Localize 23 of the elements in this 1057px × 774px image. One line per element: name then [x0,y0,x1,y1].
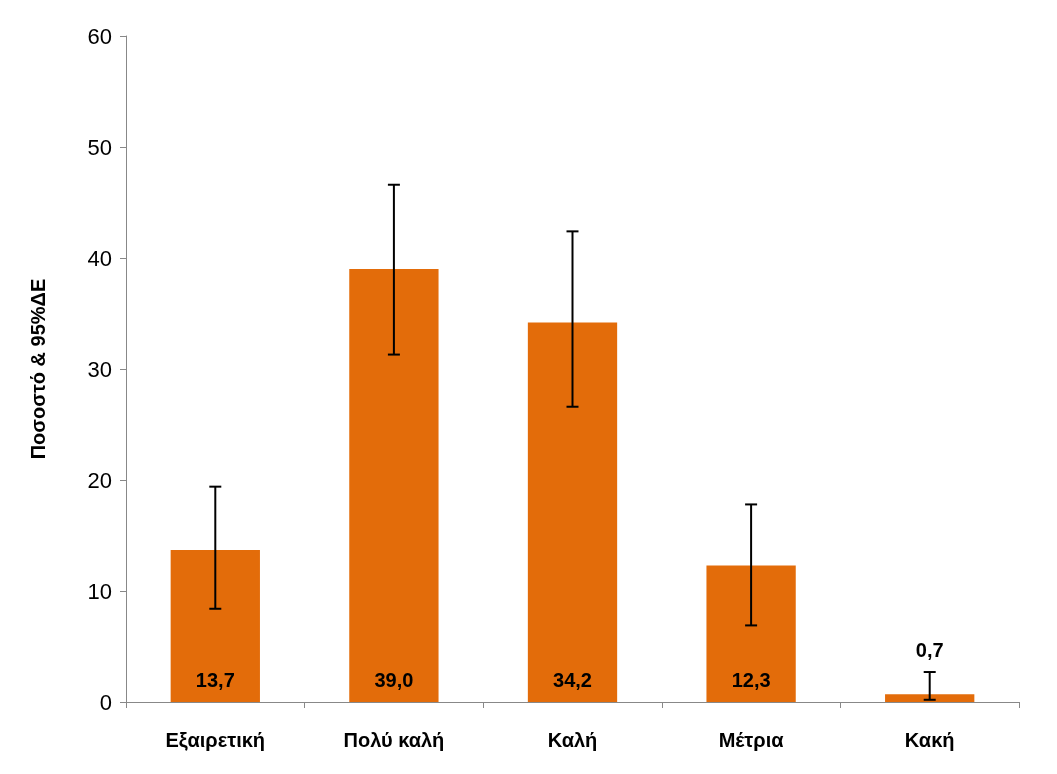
bar [885,694,975,702]
bar [170,549,260,702]
x-tick-label: Μέτρια [718,729,785,751]
x-tick-label: Πολύ καλή [343,729,445,751]
x-tick-label: Εξαιρετική [165,729,266,751]
y-tick-label: 40 [87,245,112,271]
y-tick-label: 10 [87,578,112,604]
data-label: 39,0 [374,669,414,691]
y-axis-title: Ποσοστό & 95%ΔΕ [27,278,49,460]
bar [706,565,796,702]
data-label: 13,7 [195,669,235,691]
x-tick-label: Κακή [904,729,955,751]
y-tick-label: 60 [87,23,112,49]
bar [349,269,439,702]
y-tick-label: 50 [87,134,112,160]
bar [527,322,618,702]
y-tick-label: 30 [87,356,112,382]
data-label: 12,3 [731,669,771,691]
data-label: 0,7 [915,639,944,662]
data-label: 34,2 [553,669,592,691]
y-tick-label: 20 [87,467,112,493]
x-tick-label: Καλή [547,729,598,751]
y-tick-label: 0 [99,689,112,715]
